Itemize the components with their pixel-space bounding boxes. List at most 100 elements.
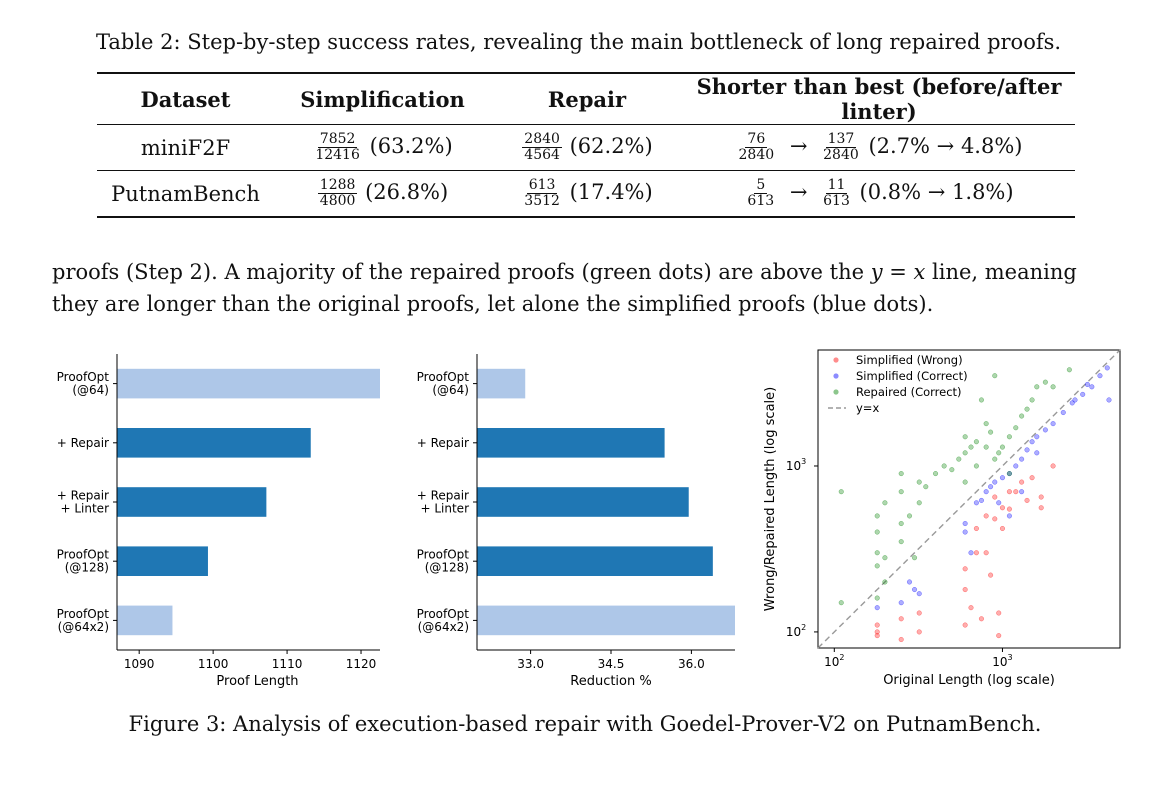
point-simplified-wrong	[962, 622, 968, 628]
fraction: 1288 4800	[317, 177, 358, 209]
reduction-category-label: ProofOpt	[417, 370, 470, 384]
proof-length-xtick-label: 1110	[272, 657, 303, 671]
point-repaired-correct	[973, 463, 979, 469]
point-repaired-correct	[962, 479, 968, 485]
point-simplified-correct	[1006, 513, 1012, 519]
body-text-1a: proofs (Step 2). A majority of the repai…	[52, 260, 871, 284]
point-simplified-wrong	[983, 513, 989, 519]
reduction-bar	[477, 368, 526, 399]
cell-shorter: 5 613 → 11 613 (0.8% → 1.8%)	[747, 177, 1014, 209]
point-simplified-correct	[911, 587, 918, 593]
cell-repair: 613 3512 (17.4%)	[524, 177, 653, 209]
point-repaired-correct	[874, 529, 880, 535]
point-repaired-correct	[898, 489, 904, 495]
scatter-ytick-exponent: 2	[801, 623, 806, 632]
point-simplified-wrong	[962, 566, 968, 572]
proof-length-category-label: + Linter	[60, 502, 109, 516]
reduction-bar	[477, 487, 689, 517]
point-simplified-wrong	[874, 622, 880, 628]
point-simplified-wrong	[978, 616, 984, 622]
proof-length-category-label: (@64x2)	[58, 620, 109, 634]
reduction-xtick-label: 33.0	[517, 657, 544, 671]
point-simplified-wrong	[1019, 479, 1025, 485]
point-simplified-wrong	[1013, 489, 1019, 495]
cell-simplification: 7852 12416 (63.2%)	[315, 131, 453, 163]
scatter-xtick-label: 102	[824, 653, 844, 669]
point-simplified-correct	[992, 479, 998, 485]
reduction-category-label: (@128)	[425, 561, 469, 575]
legend-label: y=x	[856, 401, 879, 415]
scatter-xtick-exponent: 3	[1008, 653, 1013, 662]
table-row: miniF2F 7852 12416 (63.2%) 2840 4564 (62.2…	[97, 125, 1075, 171]
point-simplified-wrong	[996, 610, 1002, 616]
fraction: 5 613	[747, 177, 775, 209]
reduction-category-label: ProofOpt	[417, 607, 470, 621]
point-repaired-correct	[962, 434, 968, 440]
point-simplified-wrong	[874, 633, 880, 639]
point-simplified-correct	[1019, 489, 1025, 495]
point-simplified-correct	[996, 500, 1002, 506]
point-simplified-correct	[978, 497, 984, 503]
point-repaired-correct	[916, 500, 922, 506]
point-simplified-correct	[1034, 434, 1040, 440]
header-simplification: Simplification	[300, 86, 465, 112]
point-simplified-correct	[1072, 397, 1078, 403]
proof-length-category-label: + Repair	[57, 436, 109, 450]
point-simplified-correct	[1060, 409, 1066, 416]
legend-label: Simplified (Wrong)	[856, 353, 963, 367]
point-simplified-correct	[1013, 463, 1019, 469]
length-scatter-plot: 102 102 103 103 Original Length (log scale) W…	[763, 349, 1121, 688]
legend-label: Repaired (Correct)	[856, 385, 962, 399]
point-simplified-wrong	[1038, 494, 1044, 500]
point-simplified-wrong	[973, 525, 979, 532]
scatter-ytick-exponent: 3	[801, 457, 806, 466]
point-simplified-correct	[898, 600, 904, 606]
cell-simplification: 1288 4800 (26.8%)	[317, 177, 449, 209]
point-simplified-correct	[874, 605, 880, 611]
reduction-category-label: ProofOpt	[417, 548, 470, 562]
point-repaired-correct	[882, 500, 888, 506]
point-simplified-wrong	[916, 629, 922, 635]
point-repaired-correct	[1006, 471, 1012, 477]
point-simplified-correct	[1050, 421, 1056, 427]
point-repaired-correct	[874, 563, 880, 569]
reduction-bar-chart: ProofOpt(@64)+ Repair+ Repair+ LinterPro…	[417, 354, 735, 689]
body-text-2: they are longer than the original proofs…	[52, 292, 934, 316]
point-repaired-correct	[1006, 434, 1012, 440]
body-paragraph: proofs (Step 2). A majority of the repai…	[52, 256, 1122, 320]
proof-length-bar	[117, 487, 267, 517]
point-repaired-correct	[906, 513, 913, 519]
point-repaired-correct	[1029, 397, 1035, 403]
legend-marker	[833, 357, 839, 363]
point-repaired-correct	[932, 471, 939, 477]
point-simplified-wrong	[1024, 497, 1030, 503]
reduction-category-label: + Repair	[417, 489, 469, 503]
point-repaired-correct	[996, 450, 1002, 456]
point-repaired-correct	[874, 595, 880, 601]
point-repaired-correct	[992, 456, 998, 462]
point-simplified-correct	[962, 520, 968, 527]
point-repaired-correct	[968, 444, 974, 450]
proof-length-xtick-label: 1120	[346, 657, 377, 671]
point-repaired-correct	[898, 539, 904, 545]
identity-line	[817, 349, 1121, 649]
point-repaired-correct	[882, 555, 888, 561]
proof-length-category-label: (@64)	[72, 383, 109, 397]
point-simplified-wrong	[898, 636, 904, 643]
point-simplified-correct	[1042, 427, 1048, 433]
scatter-xtick-exponent: 2	[839, 653, 844, 662]
figure-caption: Figure 3: Analysis of execution-based re…	[128, 712, 1042, 736]
legend-marker	[833, 389, 839, 395]
point-repaired-correct	[1042, 379, 1048, 385]
legend-label: Simplified (Correct)	[856, 369, 968, 383]
point-simplified-wrong	[983, 550, 989, 556]
point-repaired-correct	[898, 520, 904, 527]
reduction-category-label: + Linter	[420, 502, 469, 516]
proof-length-category-label: ProofOpt	[57, 607, 110, 621]
point-repaired-correct	[1019, 413, 1025, 419]
point-simplified-wrong	[999, 525, 1006, 532]
proof-length-xtick-label: 1090	[124, 657, 155, 671]
point-simplified-correct	[1024, 447, 1030, 453]
reduction-category-label: + Repair	[417, 436, 469, 450]
point-simplified-wrong	[988, 572, 994, 578]
